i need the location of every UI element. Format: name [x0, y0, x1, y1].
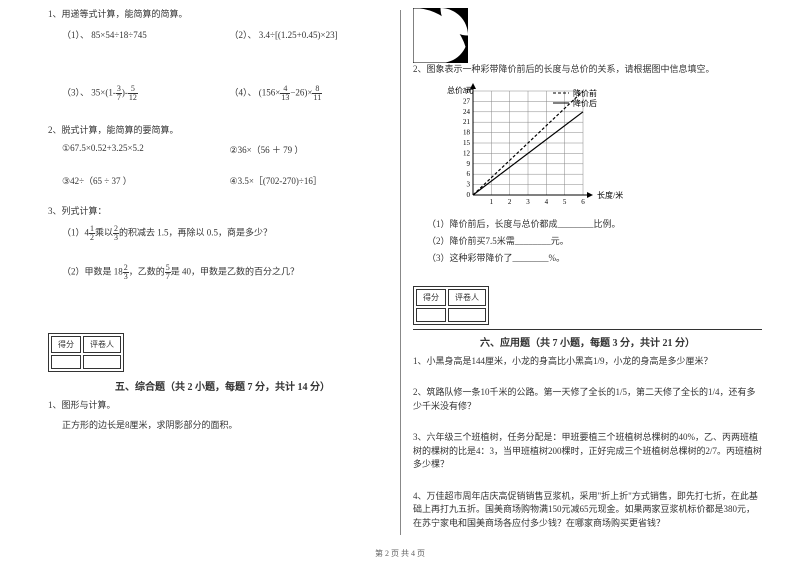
q2-item1: ①67.5×0.52+3.25×5.2	[62, 143, 230, 156]
svg-text:降价后: 降价后	[573, 98, 597, 108]
svg-text:1: 1	[490, 198, 494, 206]
square-logo-figure	[413, 8, 468, 63]
q1-item3: （3）、 35×(1-37)-512	[62, 85, 230, 102]
svg-text:长度/米: 长度/米	[597, 190, 623, 200]
svg-text:18: 18	[463, 128, 471, 136]
q3-item1: （1）412乘以23的积减去 1.5，再除以 0.5，商是多少？	[62, 225, 397, 242]
q5-1b: 正方形的边长是8厘米，求阴影部分的面积。	[62, 418, 397, 431]
r-q2-2: （2）降价前买7.5米需________元。	[427, 234, 762, 247]
svg-text:9: 9	[467, 159, 471, 167]
svg-text:3: 3	[467, 180, 471, 188]
r-q2-1: （1）降价前后，长度与总价都成________比例。	[427, 217, 762, 230]
q2-item2: ②36×（56 ＋ 79 ）	[230, 143, 398, 156]
svg-text:3: 3	[526, 198, 530, 206]
svg-text:21: 21	[463, 118, 471, 126]
section6-title: 六、应用题（共 7 小题，每题 3 分，共计 21 分）	[413, 334, 762, 349]
right-column: 2、图象表示一种彩带降价前后的长度与总价的关系，请根据图中信息填空。 12345…	[405, 8, 770, 540]
q1-item2: （2）、 3.4÷[(1.25+0.45)×23]	[230, 28, 398, 41]
svg-text:24: 24	[463, 107, 471, 115]
svg-text:4: 4	[545, 198, 549, 206]
q2-item3: ③42÷（65 ÷ 37 ）	[62, 174, 230, 187]
q1-item1: （1）、 85×54÷18÷745	[62, 28, 230, 41]
q1-item4: （4）、 (156×413−26)×811	[230, 85, 398, 102]
score-label: 得分	[416, 289, 446, 306]
q2-item4: ④3.5×［(702-270)÷16］	[230, 174, 398, 187]
r-q2-stem: 2、图象表示一种彩带降价前后的长度与总价的关系，请根据图中信息填空。	[413, 63, 762, 77]
score-label: 得分	[51, 336, 81, 353]
r-q2-3: （3）这种彩带降价了________%。	[427, 251, 762, 264]
q5-1: 1、图形与计算。	[48, 399, 397, 413]
svg-text:降价前: 降价前	[573, 88, 597, 98]
left-column: 1、用递等式计算，能简算的简算。 （1）、 85×54÷18÷745 （2）、 …	[40, 8, 405, 540]
svg-text:6: 6	[467, 170, 471, 178]
section5-title: 五、综合题（共 2 小题，每题 7 分，共计 14 分）	[48, 378, 397, 393]
price-chart: 123456369121518212427300长度/米总价/元降价前降价后	[443, 83, 762, 213]
svg-text:15: 15	[463, 139, 471, 147]
svg-text:12: 12	[463, 149, 471, 157]
q6-3: 3、六年级三个班植树，任务分配是：甲班要植三个班植树总棵树的40%，乙、丙两班植…	[413, 431, 762, 472]
svg-text:6: 6	[581, 198, 585, 206]
q6-4: 4、万佳超市周年店庆高促销销售豆浆机，采用"折上折"方式销售，即先打七折，在此基…	[413, 490, 762, 531]
svg-text:2: 2	[508, 198, 512, 206]
score-box: 得分 评卷人	[48, 333, 124, 372]
q6-1: 1、小黑身高是144厘米，小龙的身高比小黑高1/9，小龙的身高是多少厘米？	[413, 355, 762, 369]
q1-stem: 1、用递等式计算，能简算的简算。	[48, 8, 397, 22]
grader-label: 评卷人	[83, 336, 121, 353]
svg-text:0: 0	[467, 191, 471, 199]
svg-text:总价/元: 总价/元	[447, 85, 473, 95]
score-box-6: 得分 评卷人	[413, 286, 489, 325]
q3-item2: （2）甲数是 1823，乙数的57是 40，甲数是乙数的百分之几？	[62, 264, 397, 281]
q3-stem: 3、列式计算：	[48, 205, 397, 219]
q2-stem: 2、脱式计算，能简算的要简算。	[48, 124, 397, 138]
svg-text:5: 5	[563, 198, 567, 206]
page-footer: 第 2 页 共 4 页	[0, 548, 800, 559]
svg-text:27: 27	[463, 97, 471, 105]
grader-label: 评卷人	[448, 289, 486, 306]
q6-2: 2、筑路队修一条10千米的公路。第一天修了全长的1/5，第二天修了全长的1/4，…	[413, 386, 762, 413]
